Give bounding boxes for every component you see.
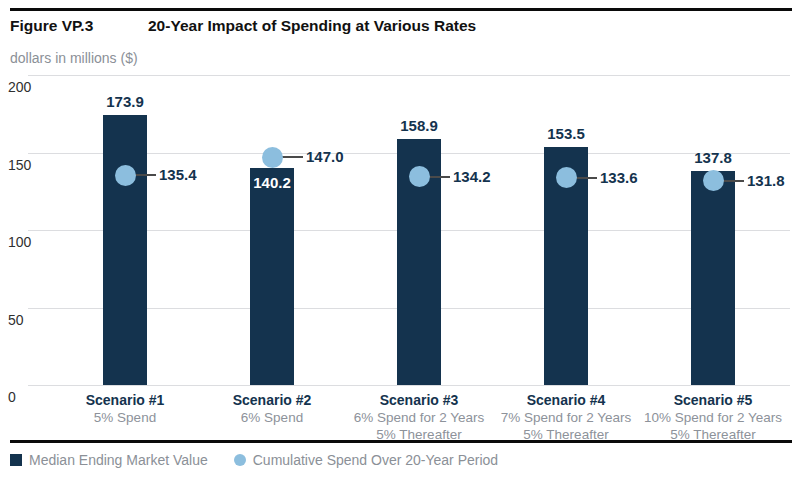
bottom-rule [10, 440, 792, 443]
legend-item-market-value: Median Ending Market Value [10, 452, 208, 468]
x-category-label-2: Scenario #26% Spend [187, 392, 357, 426]
category-title: Scenario #5 [628, 392, 798, 409]
dot-value-label-2: 147.0 [306, 148, 344, 165]
x-category-label-4: Scenario #47% Spend for 2 Years5% Therea… [481, 392, 651, 443]
legend-label: Median Ending Market Value [29, 452, 208, 468]
dot-leader-5 [723, 180, 744, 182]
x-category-label-1: Scenario #15% Spend [40, 392, 210, 426]
gridline-0 [28, 385, 790, 386]
bar-scenario-5 [691, 171, 735, 385]
legend-item-cumulative-spend: Cumulative Spend Over 20-Year Period [234, 452, 498, 468]
dot-leader-3 [429, 176, 450, 178]
spend-dot-5 [703, 170, 724, 191]
gridline-200 [28, 75, 790, 76]
bar-swatch-icon [10, 454, 22, 466]
spend-dot-3 [409, 166, 430, 187]
category-subline: 7% Spend for 2 Years [481, 409, 651, 426]
spend-dot-2 [262, 147, 283, 168]
spend-dot-1 [115, 165, 136, 186]
plot-area: 200 150 100 50 0 173.9 135.4 Scenario #15% Spen… [0, 0, 800, 480]
category-title: Scenario #3 [334, 392, 504, 409]
category-subline: 5% Spend [40, 409, 210, 426]
dot-leader-4 [576, 177, 597, 179]
bar-scenario-1 [103, 115, 147, 385]
y-tick-label-50: 50 [8, 312, 24, 328]
category-title: Scenario #4 [481, 392, 651, 409]
dot-value-label-1: 135.4 [159, 166, 197, 183]
category-title: Scenario #2 [187, 392, 357, 409]
y-tick-label-150: 150 [8, 157, 31, 173]
bar-scenario-2 [250, 168, 294, 385]
legend: Median Ending Market Value Cumulative Sp… [10, 452, 498, 468]
dot-leader-2 [282, 156, 303, 158]
dot-value-label-3: 134.2 [453, 168, 491, 185]
dot-value-label-4: 133.6 [600, 169, 638, 186]
bar-value-label-3: 158.9 [379, 117, 459, 134]
figure-page: Figure VP.3 20-Year Impact of Spending a… [0, 0, 800, 480]
category-subline: 6% Spend [187, 409, 357, 426]
category-title: Scenario #1 [40, 392, 210, 409]
category-subline: 10% Spend for 2 Years [628, 409, 798, 426]
dot-swatch-icon [234, 454, 246, 466]
legend-label: Cumulative Spend Over 20-Year Period [253, 452, 498, 468]
x-category-label-3: Scenario #36% Spend for 2 Years5% Therea… [334, 392, 504, 443]
dot-leader-1 [135, 174, 156, 176]
bar-value-label-5: 137.8 [673, 149, 753, 166]
y-tick-label-100: 100 [8, 234, 31, 250]
bar-value-label-4: 153.5 [526, 125, 606, 142]
bar-value-label-1: 173.9 [85, 93, 165, 110]
bar-value-label-2: 140.2 [232, 174, 312, 191]
spend-dot-4 [556, 167, 577, 188]
y-tick-label-0: 0 [8, 389, 16, 405]
category-subline: 6% Spend for 2 Years [334, 409, 504, 426]
y-tick-label-200: 200 [8, 79, 31, 95]
x-category-label-5: Scenario #510% Spend for 2 Years5% There… [628, 392, 798, 443]
dot-value-label-5: 131.8 [747, 172, 785, 189]
